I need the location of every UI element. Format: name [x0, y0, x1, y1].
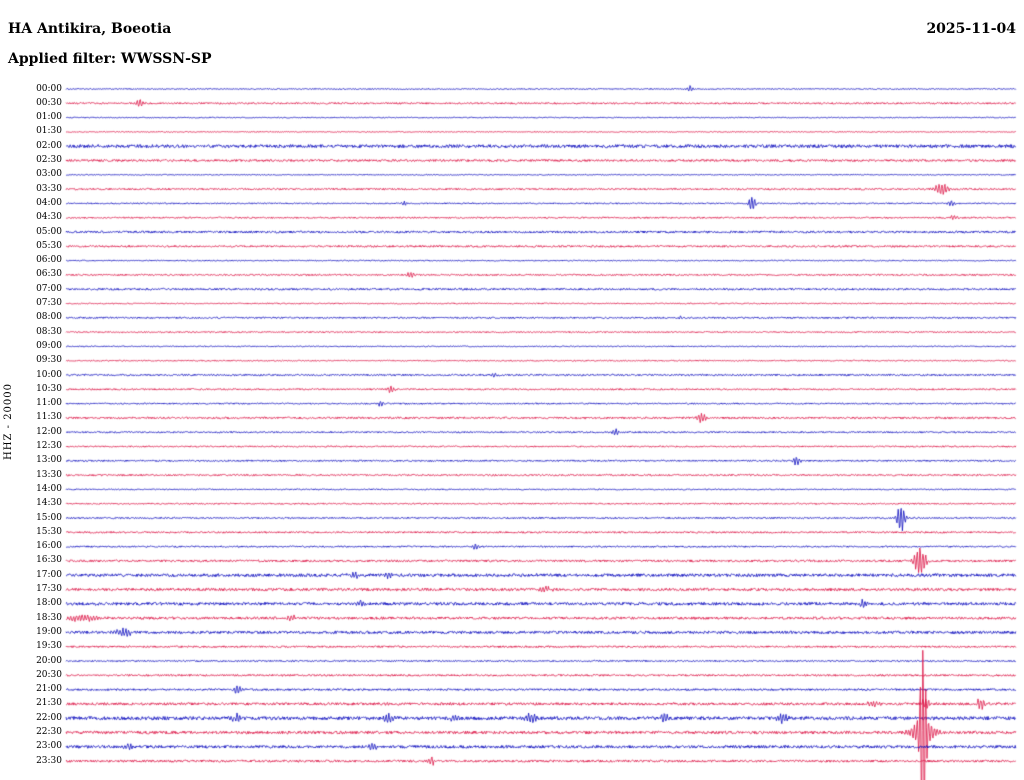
- time-label-0530: 05:30: [36, 240, 62, 251]
- time-label-1400: 14:00: [36, 483, 62, 494]
- time-label-2100: 21:00: [36, 684, 62, 695]
- time-label-0030: 00:30: [36, 97, 62, 108]
- time-label-0600: 06:00: [36, 255, 62, 266]
- record-date: 2025-11-04: [926, 21, 1016, 37]
- time-label-1800: 18:00: [36, 598, 62, 609]
- time-label-0400: 04:00: [36, 197, 62, 208]
- time-label-1900: 19:00: [36, 626, 62, 637]
- time-label-1430: 14:30: [36, 498, 62, 509]
- time-label-2230: 22:30: [36, 727, 62, 737]
- time-label-1530: 15:30: [36, 526, 62, 537]
- time-label-0930: 09:30: [36, 355, 62, 366]
- time-label-0130: 01:30: [36, 126, 62, 137]
- time-label-0430: 04:30: [36, 212, 62, 223]
- time-label-1930: 19:30: [36, 641, 62, 652]
- time-label-0730: 07:30: [36, 298, 62, 308]
- time-label-0900: 09:00: [36, 340, 62, 351]
- time-label-1330: 13:30: [36, 469, 62, 480]
- time-label-0230: 02:30: [36, 155, 62, 165]
- applied-filter-label: Applied filter: WWSSN-SP: [8, 51, 212, 67]
- time-label-0500: 05:00: [36, 226, 62, 237]
- time-label-0630: 06:30: [36, 269, 62, 280]
- time-label-2030: 20:30: [36, 669, 62, 680]
- time-label-1030: 10:30: [36, 383, 62, 394]
- time-label-0800: 08:00: [36, 312, 62, 323]
- time-label-0000: 00:00: [36, 83, 62, 94]
- time-label-1600: 16:00: [36, 541, 62, 552]
- time-label-2330: 23:30: [36, 755, 62, 766]
- time-label-1000: 10:00: [36, 369, 62, 380]
- time-label-0300: 03:00: [36, 169, 62, 180]
- time-label-2000: 20:00: [36, 655, 62, 666]
- time-label-1300: 13:00: [36, 455, 62, 466]
- time-label-1200: 12:00: [36, 426, 62, 437]
- time-label-1630: 16:30: [36, 555, 62, 566]
- time-label-2200: 22:00: [36, 712, 62, 723]
- time-label-1830: 18:30: [36, 612, 62, 623]
- time-label-0100: 01:00: [36, 112, 62, 123]
- time-label-0700: 07:00: [36, 283, 62, 294]
- station-title: HA Antikira, Boeotia: [8, 21, 172, 37]
- time-label-1130: 11:30: [36, 412, 62, 423]
- time-label-1730: 17:30: [36, 584, 62, 594]
- time-label-1500: 15:00: [36, 512, 62, 523]
- time-label-1100: 11:00: [36, 398, 62, 409]
- time-label-0200: 02:00: [36, 140, 62, 151]
- time-label-1700: 17:00: [36, 569, 62, 580]
- time-label-2300: 23:00: [36, 741, 62, 752]
- time-label-1230: 12:30: [36, 441, 62, 451]
- time-label-0830: 08:30: [36, 326, 62, 337]
- time-label-2130: 21:30: [36, 698, 62, 709]
- time-label-0330: 03:30: [36, 183, 62, 194]
